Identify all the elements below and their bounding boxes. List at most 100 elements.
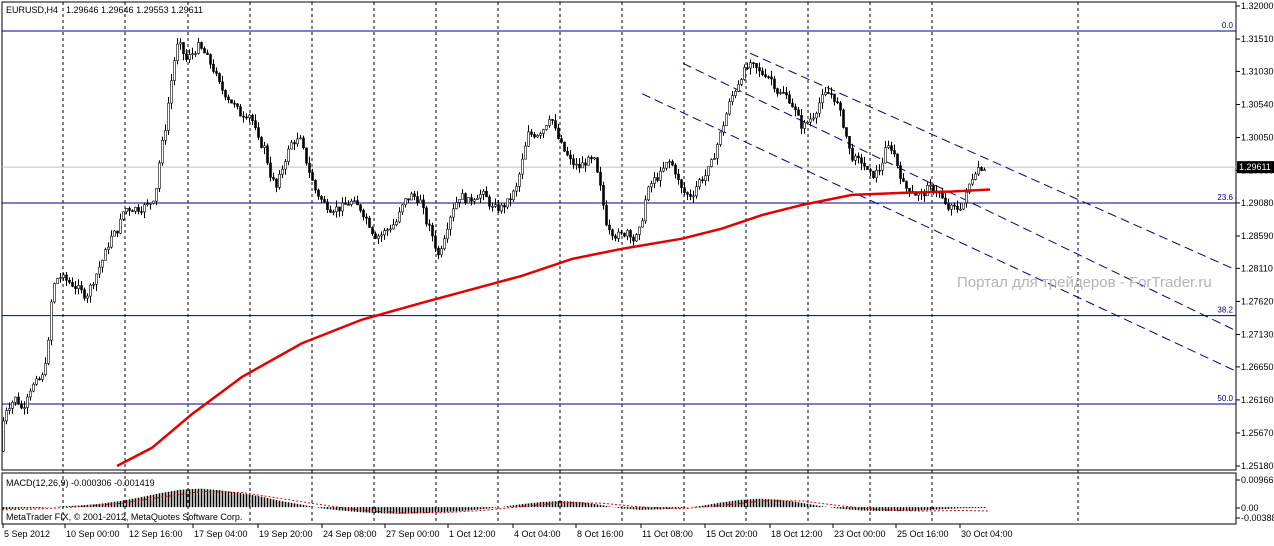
candle — [143, 202, 146, 219]
candle-body — [200, 42, 203, 49]
candle-body — [824, 92, 827, 95]
candle — [458, 199, 461, 208]
candle — [242, 111, 245, 123]
candle-body — [407, 198, 410, 201]
candle-body — [413, 193, 416, 197]
candle — [674, 163, 677, 179]
price-tick-label: 1.27620 — [1241, 296, 1274, 306]
candle-body — [41, 374, 44, 380]
candle-body — [152, 200, 155, 204]
candle — [11, 400, 14, 414]
candle — [14, 396, 17, 406]
candle-body — [98, 266, 101, 275]
candle — [203, 46, 206, 54]
candle-body — [929, 184, 932, 187]
candle-body — [317, 189, 320, 197]
candle-body — [110, 235, 113, 248]
candle — [878, 164, 881, 176]
candle-body — [728, 101, 731, 115]
candle-body — [326, 201, 329, 211]
candle — [884, 141, 887, 164]
candle — [116, 230, 119, 237]
candle — [692, 190, 695, 203]
candle — [809, 113, 812, 127]
candle-body — [770, 76, 773, 80]
candle-body — [587, 156, 590, 166]
candle — [248, 113, 251, 123]
price-tick-label: 1.32000 — [1241, 1, 1274, 11]
candle — [83, 287, 86, 301]
candle-body — [749, 62, 752, 69]
time-tick-label: 12 Sep 16:00 — [129, 529, 183, 539]
candle-body — [893, 150, 896, 155]
candle-body — [629, 230, 632, 238]
candle-body — [368, 217, 371, 228]
candle — [728, 98, 731, 116]
candle — [56, 277, 59, 284]
candle-body — [635, 234, 638, 242]
candle-body — [791, 102, 794, 108]
candle-body — [341, 202, 344, 212]
candle — [533, 131, 536, 139]
time-tick-label: 19 Sep 20:00 — [259, 529, 313, 539]
candle — [890, 141, 893, 155]
candle-body — [65, 274, 68, 281]
candle-body — [281, 168, 284, 175]
candle — [446, 222, 449, 243]
candle-body — [50, 301, 53, 341]
candle-body — [437, 247, 440, 256]
candle — [260, 135, 263, 149]
price-tick-label: 1.30050 — [1241, 133, 1274, 143]
candle-body — [566, 150, 569, 156]
candle — [455, 196, 458, 210]
candle — [404, 198, 407, 208]
candle-body — [488, 196, 491, 207]
candle — [224, 89, 227, 101]
candle — [125, 208, 128, 215]
candle — [611, 228, 614, 241]
candle — [155, 188, 158, 206]
candle — [476, 194, 479, 200]
candle-body — [530, 131, 533, 135]
candle-body — [776, 88, 779, 94]
candlesticks — [2, 37, 986, 452]
candle — [662, 161, 665, 173]
candle-body — [977, 167, 980, 175]
candle-body — [944, 197, 947, 205]
candle-body — [887, 145, 890, 148]
candle — [395, 219, 398, 227]
candle-body — [509, 198, 512, 201]
candle-body — [965, 191, 968, 204]
candle-body — [611, 229, 614, 237]
candle-body — [212, 63, 215, 72]
candle — [491, 202, 494, 212]
candle-body — [821, 94, 824, 104]
candle-body — [473, 199, 476, 202]
candle-body — [713, 158, 716, 160]
candle — [587, 155, 590, 166]
candle — [134, 206, 137, 215]
candle-body — [554, 120, 557, 129]
candle — [233, 100, 236, 108]
candle-body — [632, 236, 635, 242]
candle-body — [227, 96, 230, 101]
candle — [281, 165, 284, 179]
candle-body — [257, 127, 260, 138]
candle-body — [308, 162, 311, 173]
candle — [776, 87, 779, 97]
candle — [23, 401, 26, 415]
candle-body — [797, 109, 800, 116]
candle — [887, 140, 890, 150]
candle — [875, 165, 878, 183]
candle-body — [533, 134, 536, 138]
candle-body — [476, 197, 479, 200]
candle — [737, 80, 740, 93]
candle-body — [458, 199, 461, 203]
candle — [971, 173, 974, 186]
candle-body — [971, 179, 974, 185]
candle-body — [425, 207, 428, 225]
candle — [524, 142, 527, 160]
candle — [527, 125, 530, 147]
